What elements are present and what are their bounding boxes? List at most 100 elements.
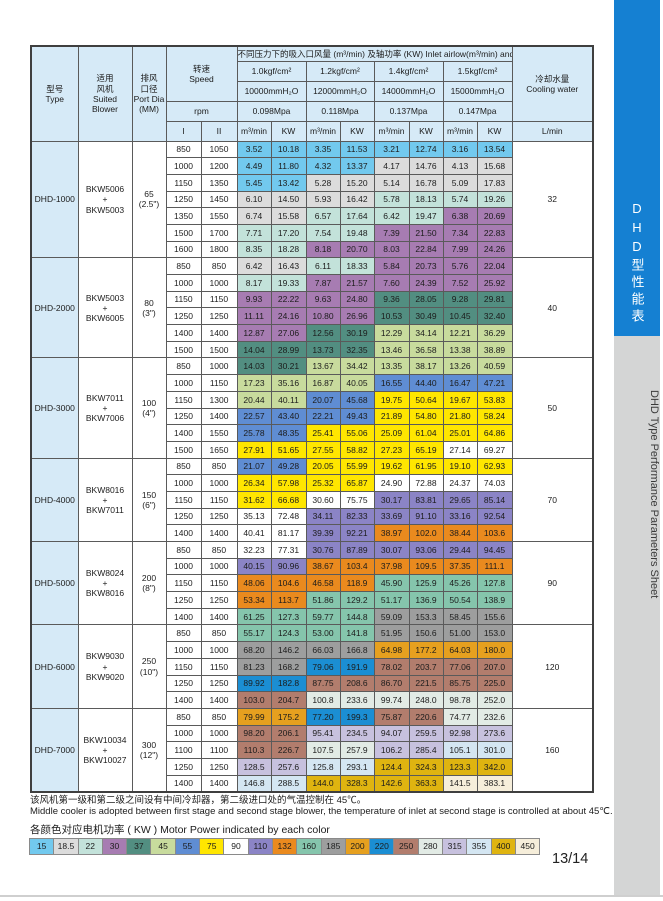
speed-ii-value: 1000 bbox=[200, 724, 238, 743]
shaft-power-cell: 234.5 bbox=[339, 724, 375, 743]
shaft-power-cell: 103.4 bbox=[339, 557, 375, 576]
airflow-cell: 19.10 bbox=[442, 457, 478, 476]
airflow-cell: 37.98 bbox=[373, 557, 410, 576]
airflow-cell: 20.07 bbox=[305, 390, 341, 409]
airflow-cell: 29.65 bbox=[442, 490, 478, 509]
speed-i-value: 1250 bbox=[165, 190, 202, 209]
airflow-cell: 64.03 bbox=[442, 641, 478, 659]
airflow-cell: 6.74 bbox=[236, 207, 272, 225]
shaft-power-cell: 28.99 bbox=[270, 340, 307, 359]
speed-i-value: 1400 bbox=[165, 607, 202, 626]
legend-power-cell: 30 bbox=[101, 838, 128, 855]
cooling-water-value: 32 bbox=[511, 140, 594, 259]
flow-unit-3: m³/min bbox=[373, 120, 410, 142]
model-blower: BKW7011 + BKW7006 bbox=[77, 357, 133, 459]
col-header-speed: 转速 Speed bbox=[165, 45, 238, 102]
speed-ii-value: 1550 bbox=[200, 207, 238, 225]
shaft-power-cell: 206.1 bbox=[270, 724, 307, 743]
airflow-cell: 21.80 bbox=[442, 407, 478, 426]
shaft-power-cell: 48.35 bbox=[270, 424, 307, 442]
airflow-cell: 27.91 bbox=[236, 440, 272, 459]
airflow-cell: 25.32 bbox=[305, 474, 341, 492]
airflow-cell: 21.89 bbox=[373, 407, 410, 426]
port-line: (10") bbox=[139, 666, 159, 677]
shaft-power-cell: 61.95 bbox=[408, 457, 444, 476]
port-line: (12") bbox=[139, 749, 159, 760]
legend-power-cell: 250 bbox=[393, 838, 419, 855]
airflow-cell: 141.5 bbox=[442, 774, 478, 793]
header-row-banner: 型号 Type 适用 风机 Suited Blower 排风 口径 Port D… bbox=[30, 45, 594, 142]
airflow-cell: 10.80 bbox=[305, 307, 341, 326]
airflow-cell: 13.35 bbox=[373, 357, 410, 376]
airflow-cell: 16.55 bbox=[373, 374, 410, 392]
shaft-power-cell: 55.06 bbox=[339, 424, 375, 442]
model-type: DHD-4000 bbox=[30, 457, 79, 543]
shaft-power-cell: 102.0 bbox=[408, 524, 444, 542]
legend-power-cell: 280 bbox=[417, 838, 444, 855]
airflow-cell: 7.87 bbox=[305, 274, 341, 292]
airflow-cell: 7.71 bbox=[236, 223, 272, 242]
sidebar-label-en: DHD Type Performance Parameters Sheet bbox=[614, 344, 660, 644]
shaft-power-cell: 35.16 bbox=[270, 374, 307, 392]
port-line: (6") bbox=[142, 499, 156, 510]
pressure-mpa-3: 0.137Mpa bbox=[373, 100, 444, 122]
shaft-power-cell: 58.24 bbox=[476, 407, 513, 426]
airflow-cell: 7.99 bbox=[442, 240, 478, 259]
shaft-power-cell: 21.57 bbox=[339, 274, 375, 292]
shaft-power-cell: 138.9 bbox=[476, 591, 513, 609]
header-row-mmh2o: 10000mmH₂O 12000mmH₂O 14000mmH₂O 15000mm… bbox=[31, 80, 593, 102]
blower-line: + bbox=[102, 744, 108, 755]
table-row: DHD-4000 BKW8016 + BKW7011 150 (6") 850 850 21.0… bbox=[30, 457, 594, 543]
shaft-power-cell: 233.6 bbox=[339, 691, 375, 709]
airflow-cell: 6.10 bbox=[236, 190, 272, 209]
shaft-power-cell: 91.10 bbox=[408, 507, 444, 526]
airflow-cell: 39.39 bbox=[305, 524, 341, 542]
airflow-cell: 103.0 bbox=[236, 691, 272, 709]
shaft-power-cell: 65.19 bbox=[408, 440, 444, 459]
shaft-power-cell: 232.6 bbox=[476, 707, 513, 726]
shaft-power-cell: 144.8 bbox=[339, 607, 375, 626]
type-label-cn: 型号 bbox=[46, 83, 64, 94]
table-row: 1250 1250 128.5 257.6 125.8 293.1 124.4 324.3 12… bbox=[31, 757, 593, 776]
speed-i-value: 1250 bbox=[165, 307, 202, 326]
shaft-power-cell: 104.6 bbox=[270, 574, 307, 593]
airflow-cell: 26.34 bbox=[236, 474, 272, 492]
shaft-power-cell: 43.40 bbox=[270, 407, 307, 426]
shaft-power-cell: 22.22 bbox=[270, 290, 307, 309]
shaft-power-cell: 34.14 bbox=[408, 324, 444, 342]
speed-ii-value: 1250 bbox=[200, 307, 238, 326]
shaft-power-cell: 342.0 bbox=[476, 757, 513, 776]
airflow-cell: 79.99 bbox=[236, 707, 272, 726]
shaft-power-cell: 69.27 bbox=[476, 440, 513, 459]
shaft-power-cell: 129.2 bbox=[339, 591, 375, 609]
airflow-cell: 105.1 bbox=[442, 741, 478, 759]
blower-line: BKW7011 bbox=[86, 504, 124, 515]
airflow-cell: 8.35 bbox=[236, 240, 272, 259]
speed-ii-value: 850 bbox=[200, 624, 238, 643]
shaft-power-cell: 252.0 bbox=[476, 691, 513, 709]
shaft-power-cell: 82.33 bbox=[339, 507, 375, 526]
speed-i-value: 1250 bbox=[165, 591, 202, 609]
shaft-power-cell: 273.6 bbox=[476, 724, 513, 743]
cooling-water-value: 40 bbox=[511, 257, 594, 359]
blower-line: + bbox=[102, 661, 108, 672]
shaft-power-cell: 257.6 bbox=[270, 757, 307, 776]
speed-ii-value: 1400 bbox=[200, 324, 238, 342]
speed-i-value: 1000 bbox=[165, 557, 202, 576]
speed-i-value: 1250 bbox=[165, 507, 202, 526]
airflow-cell: 4.13 bbox=[442, 157, 478, 175]
table-row: 1250 1250 11.11 24.16 10.80 26.96 10.53 30.49 10… bbox=[31, 307, 593, 326]
shaft-power-cell: 103.6 bbox=[476, 524, 513, 542]
airflow-cell: 5.93 bbox=[305, 190, 341, 209]
shaft-power-cell: 208.6 bbox=[339, 674, 375, 693]
speed-col-i: I bbox=[165, 120, 202, 142]
shaft-power-cell: 141.8 bbox=[339, 624, 375, 643]
shaft-power-cell: 30.19 bbox=[339, 324, 375, 342]
shaft-power-cell: 220.6 bbox=[408, 707, 444, 726]
shaft-power-cell: 55.99 bbox=[339, 457, 375, 476]
model-blower: BKW9030 + BKW9020 bbox=[77, 624, 133, 709]
shaft-power-cell: 14.76 bbox=[408, 157, 444, 175]
speed-i-value: 850 bbox=[165, 541, 202, 559]
airflow-cell: 9.36 bbox=[373, 290, 410, 309]
shaft-power-cell: 363.3 bbox=[408, 774, 444, 793]
